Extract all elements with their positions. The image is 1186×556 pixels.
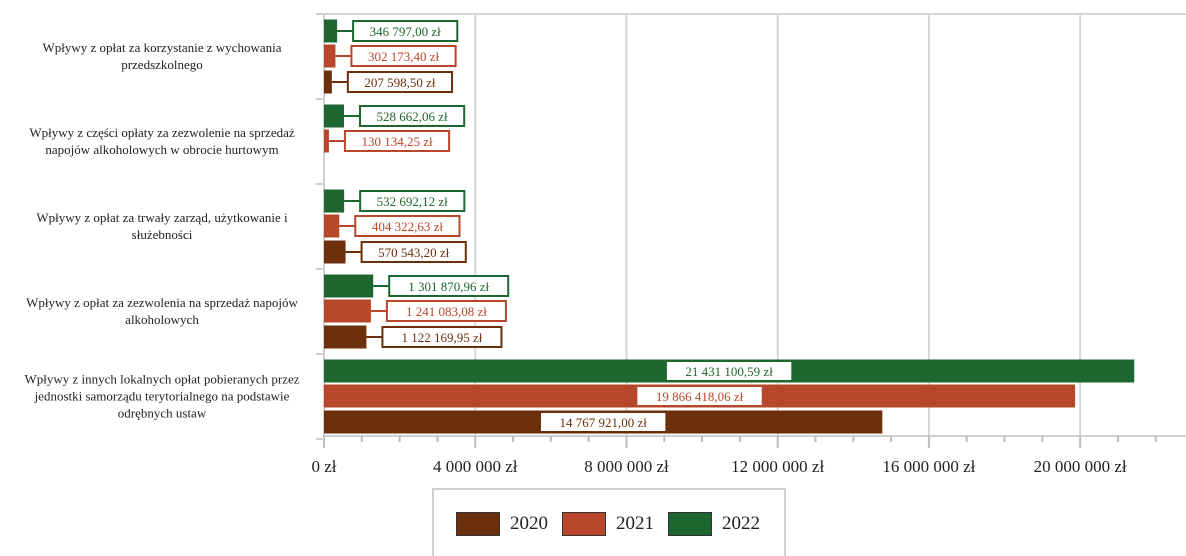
category-label-line: alkoholowych [125,312,199,327]
bar-2021 [324,214,340,238]
category-label: Wpływy z opłat za korzystanie z wychowan… [43,40,282,72]
bar-2022 [324,19,338,43]
bar-2020 [324,325,367,349]
category-label: Wpływy z innych lokalnych opłat pobieran… [24,372,299,421]
legend-swatch-2020 [456,512,500,536]
legend-label-2022: 2022 [722,513,760,534]
data-label-box [538,411,668,433]
bar-2021 [324,44,336,68]
category-label-line: Wpływy z opłat za korzystanie z wychowan… [43,40,282,55]
data-label-box [354,215,461,237]
x-tick-label: 0 zł [311,457,336,476]
data-label: 1 301 870,96 zł [408,279,489,294]
legend: 2020 2021 2022 [432,488,786,556]
x-tick-label: 8 000 000 zł [584,457,669,476]
data-label: 130 134,25 zł [361,134,433,149]
data-label-box [388,275,510,297]
data-label: 532 692,12 zł [377,194,449,209]
category-label-line: jednostki samorządu terytorialnego na po… [34,389,290,404]
bar-2021 [324,299,371,323]
data-label: 207 598,50 zł [364,75,436,90]
category-label: Wpływy z opłat za zezwolenia na sprzedaż… [26,295,298,327]
category-label-line: przedszkolnego [121,57,203,72]
x-tick-label: 20 000 000 zł [1034,457,1127,476]
bar-2021 [324,129,329,153]
data-label: 1 241 083,08 zł [406,304,487,319]
bar-2022 [324,274,374,298]
category-label-line: odrębnych ustaw [118,406,207,421]
category-label-line: Wpływy z opłat za zezwolenia na sprzedaż… [26,295,298,310]
bar-2022 [324,189,345,213]
x-tick-label: 16 000 000 zł [882,457,975,476]
legend-swatch-2022 [668,512,712,536]
category-label-line: Wpływy z części opłaty za zezwolenie na … [29,125,295,140]
data-label-box [352,20,459,42]
legend-swatch-2021 [562,512,606,536]
bar-2022 [324,104,344,128]
category-label: Wpływy z opłat za trwały zarząd, użytkow… [36,210,288,242]
legend-item-2021: 2021 [562,512,654,536]
category-label-line: służebności [132,227,193,242]
x-tick-label: 12 000 000 zł [731,457,824,476]
data-label: 21 431 100,59 zł [685,364,773,379]
data-label-box [360,241,467,263]
data-label-box [664,360,794,382]
data-label: 404 322,63 zł [372,219,444,234]
legend-item-2020: 2020 [456,512,548,536]
category-label: Wpływy z części opłaty za zezwolenie na … [29,125,295,157]
category-label-line: napojów alkoholowych w obrocie hurtowym [45,142,278,157]
legend-item-2022: 2022 [668,512,760,536]
data-label-box [635,385,764,407]
data-label-box [385,300,507,322]
category-label-line: Wpływy z opłat za trwały zarząd, użytkow… [36,210,288,225]
data-label-box [358,105,466,127]
bar-2020 [324,70,332,94]
data-label: 14 767 921,00 zł [559,415,647,430]
legend-label-2021: 2021 [616,513,654,534]
data-label: 528 662,06 zł [377,109,449,124]
data-label: 1 122 169,95 zł [401,330,482,345]
data-label: 346 797,00 zł [370,24,442,39]
bar-2020 [324,240,346,264]
data-label-box [381,326,503,348]
x-tick-label: 4 000 000 zł [433,457,518,476]
data-label-box [350,45,457,67]
data-label: 302 173,40 zł [368,49,440,64]
legend-label-2020: 2020 [510,513,548,534]
data-label: 570 543,20 zł [378,245,450,260]
category-label-line: Wpływy z innych lokalnych opłat pobieran… [24,372,299,387]
bar-chart: 0 zł 4 000 000 zł 8 000 000 zł 12 000 000 z… [24,13,1186,476]
data-label-box [343,130,451,152]
data-label-box [346,71,454,93]
data-label-box [359,190,466,212]
data-label: 19 866 418,06 zł [656,389,744,404]
